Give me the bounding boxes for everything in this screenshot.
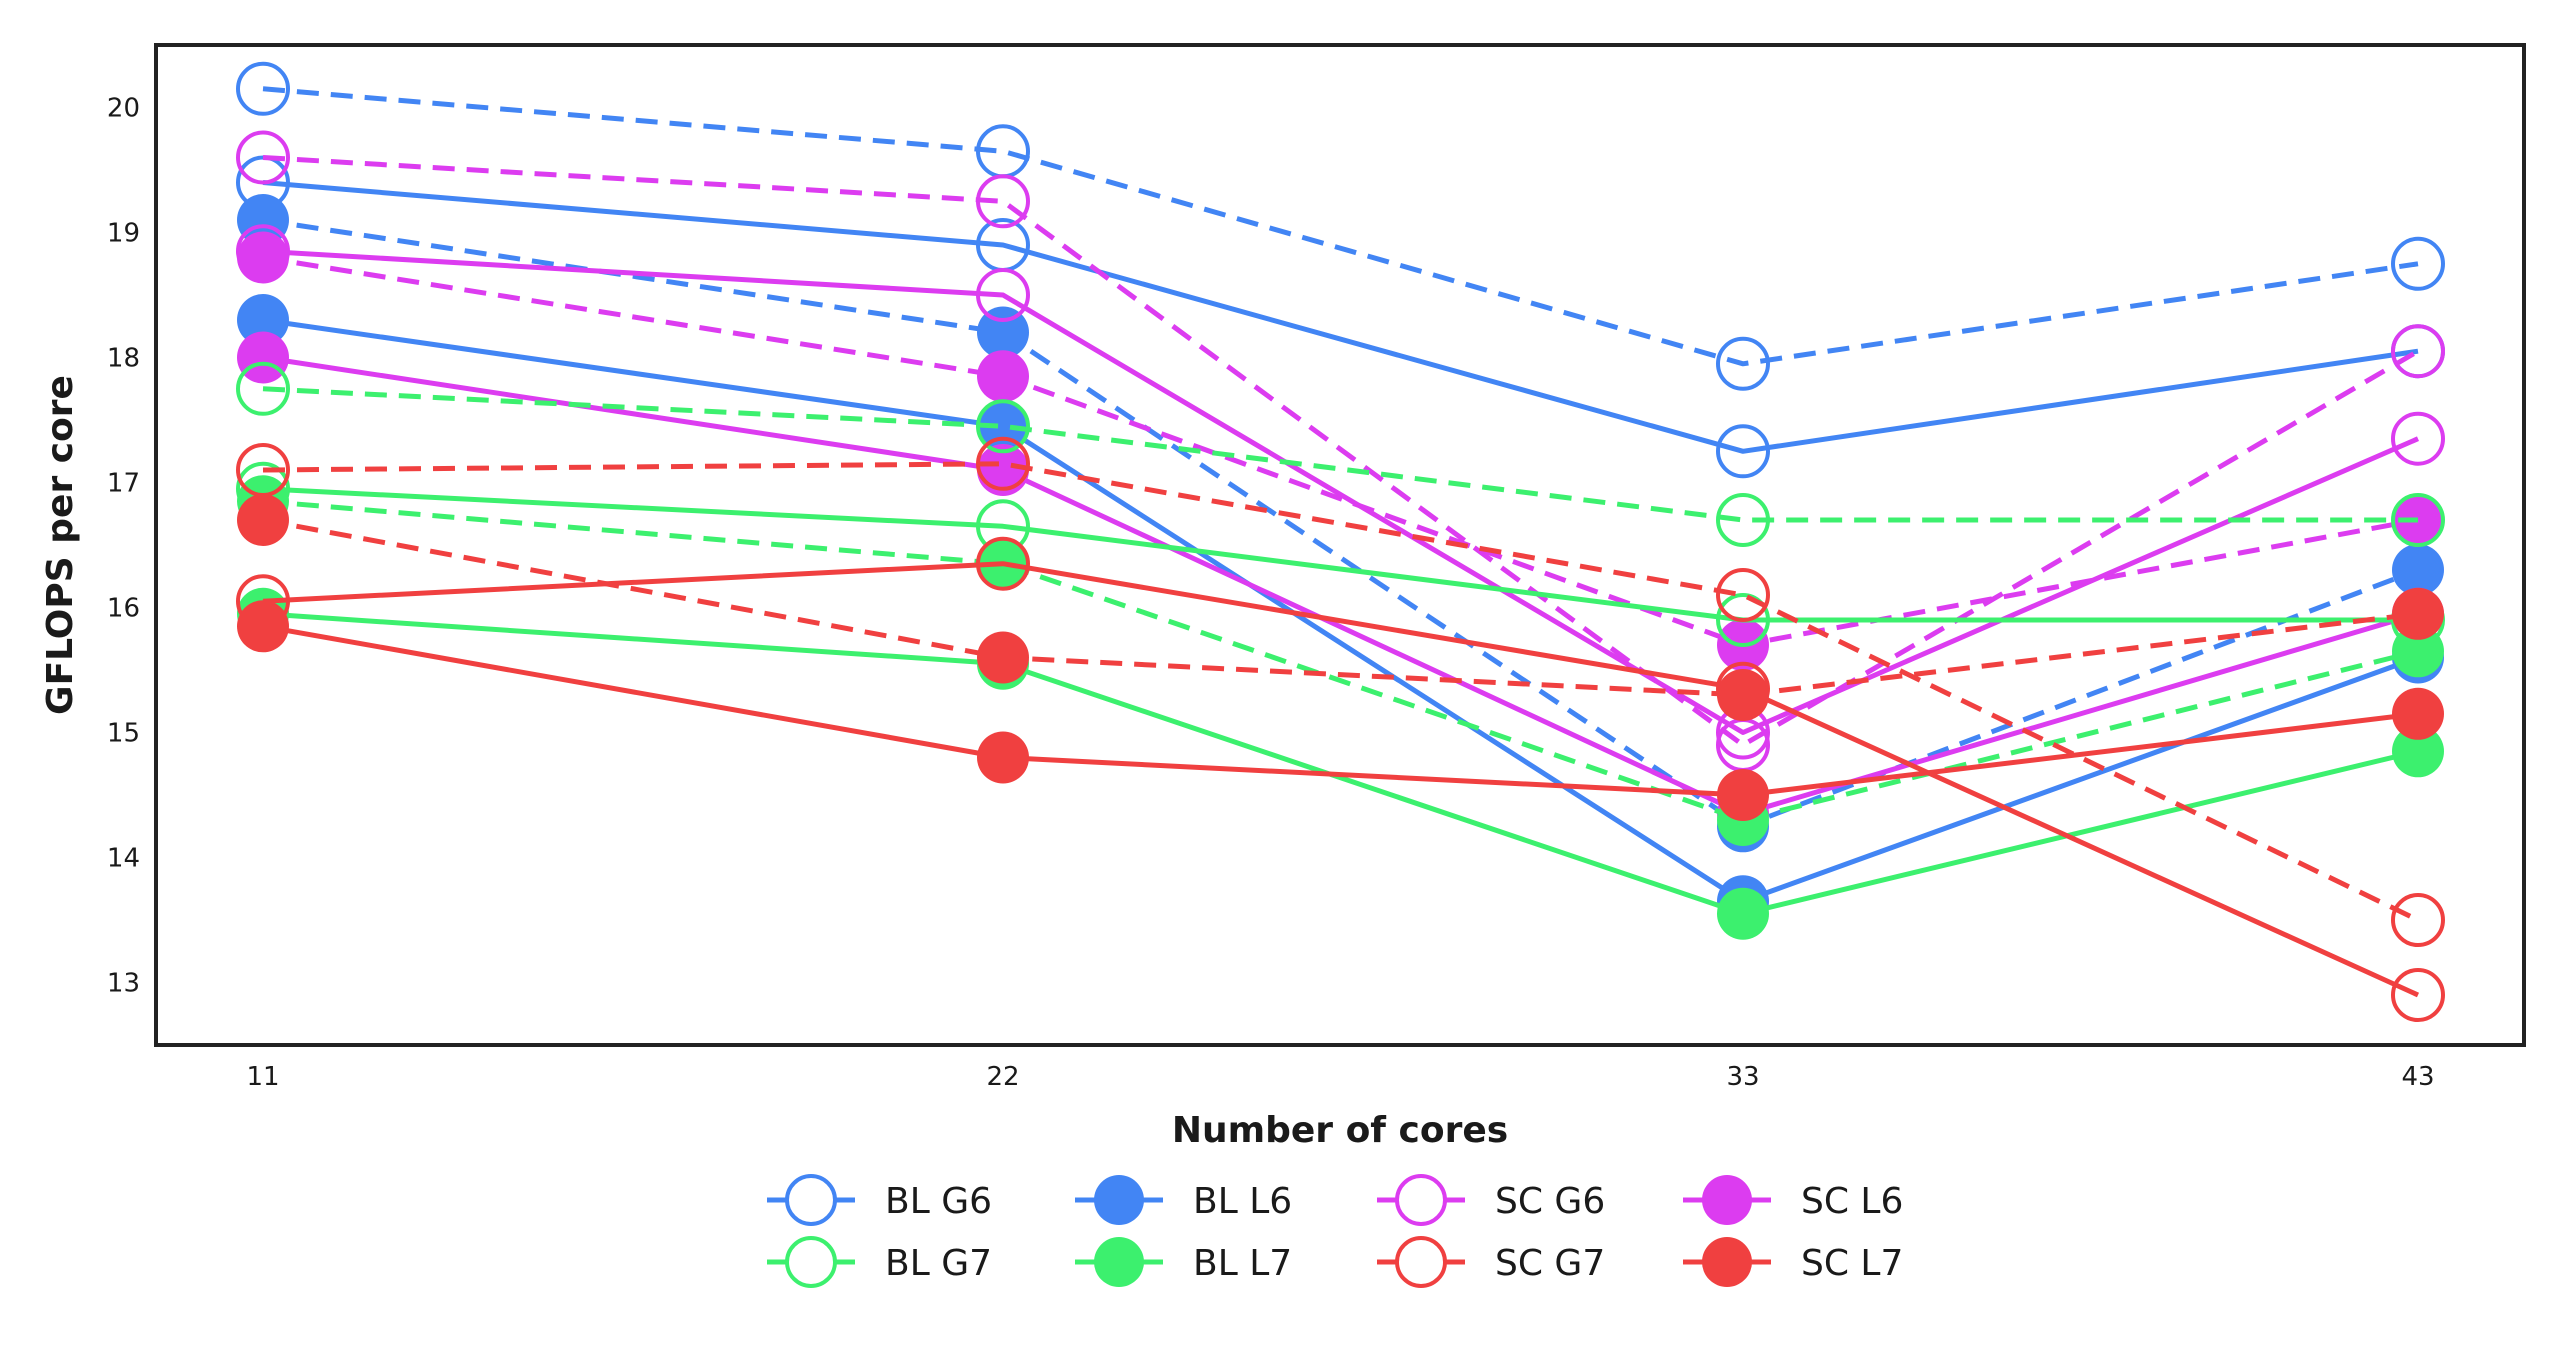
data-point	[237, 494, 289, 546]
x-axis-title: Number of cores	[1172, 1110, 1508, 1151]
y-tick-label: 13	[107, 969, 140, 999]
data-point	[237, 294, 289, 346]
x-tick-label: 11	[246, 1062, 279, 1092]
data-point	[977, 731, 1029, 784]
data-point	[1716, 424, 1770, 479]
data-point	[236, 61, 290, 116]
y-tick-label: 16	[107, 594, 140, 624]
legend-item: SC L6	[1683, 1175, 1903, 1225]
y-tick-label: 19	[107, 219, 140, 249]
y-tick-label: 17	[107, 469, 140, 499]
data-point	[976, 436, 1030, 491]
series-line-dashed	[262, 255, 2419, 648]
y-tick-label: 20	[107, 94, 140, 124]
legend-marker	[1395, 1174, 1447, 1226]
legend-marker	[785, 1236, 837, 1288]
legend-label: BL G6	[885, 1181, 992, 1222]
legend-item: SC L7	[1683, 1237, 1903, 1287]
data-point	[976, 536, 1030, 591]
plot-frame	[154, 43, 2526, 1047]
data-point	[237, 194, 289, 246]
series-line-solid	[262, 561, 2420, 998]
series-line-solid	[262, 317, 2419, 904]
data-point	[977, 631, 1029, 684]
x-tick-label: 43	[2401, 1062, 2434, 1092]
data-point	[977, 400, 1029, 453]
series-line-solid	[262, 180, 2419, 454]
data-point	[2392, 544, 2444, 596]
legend-label: SC G7	[1495, 1243, 1605, 1284]
data-point	[976, 268, 1030, 322]
data-point	[237, 231, 289, 284]
data-point	[1717, 769, 1769, 821]
series-layer	[236, 61, 2445, 1022]
legend-item: SC G6	[1377, 1174, 1605, 1226]
x-axis-ticks: 11 22 33 43	[246, 1062, 2434, 1092]
data-point	[2391, 324, 2445, 379]
data-point	[977, 350, 1029, 403]
series-line-solid	[262, 623, 2419, 798]
series-line-dashed	[262, 217, 2419, 829]
legend-item: BL L7	[1075, 1237, 1292, 1287]
y-tick-label: 14	[107, 844, 140, 874]
data-point	[1716, 493, 1770, 547]
data-point	[1717, 669, 1769, 721]
data-point	[1717, 887, 1769, 940]
legend-marker	[785, 1174, 837, 1226]
data-point	[976, 174, 1030, 229]
series-line-dashed	[262, 86, 2419, 367]
data-point	[236, 361, 290, 416]
data-point	[237, 331, 289, 384]
data-point	[236, 130, 290, 185]
legend-label: BL L6	[1193, 1181, 1292, 1222]
data-point	[2392, 587, 2444, 640]
legend-label: SC L7	[1801, 1243, 1903, 1284]
legend-item: BL G7	[767, 1236, 992, 1288]
legend-marker	[1702, 1237, 1752, 1287]
data-point	[2391, 968, 2445, 1022]
data-point	[1716, 593, 1770, 647]
series-line-solid	[262, 248, 2419, 735]
x-tick-label: 22	[986, 1062, 1019, 1092]
legend: BL G6 BL L6 SC G6 SC L6 BL G7 BL L7 SC G7 SC L7	[767, 1174, 1903, 1288]
legend-label: BL L7	[1193, 1243, 1292, 1284]
legend-label: BL G7	[885, 1243, 992, 1284]
data-point	[976, 399, 1030, 454]
legend-item: BL L6	[1075, 1175, 1292, 1225]
series-line-solid	[262, 355, 2419, 817]
series-sc-l7	[237, 494, 2444, 821]
series-line-dashed	[262, 517, 2419, 698]
legend-marker	[1094, 1237, 1144, 1287]
legend-item: SC G7	[1377, 1236, 1605, 1288]
series-line-solid	[262, 611, 2419, 917]
legend-item: BL G6	[767, 1174, 992, 1226]
data-point	[2392, 625, 2444, 678]
series-line-dashed	[262, 155, 2420, 748]
y-tick-label: 18	[107, 344, 140, 374]
legend-label: SC L6	[1801, 1181, 1903, 1222]
legend-marker	[1094, 1175, 1144, 1225]
x-tick-label: 33	[1726, 1062, 1759, 1092]
data-point	[2392, 725, 2444, 778]
series-line-dashed	[262, 498, 2419, 823]
y-tick-label: 15	[107, 719, 140, 749]
data-point	[2391, 411, 2445, 466]
data-point	[977, 306, 1029, 359]
data-point	[2391, 236, 2445, 291]
y-axis-ticks: 13 14 15 16 17 18 19 20	[107, 94, 140, 999]
data-point	[1716, 568, 1770, 622]
data-point	[2391, 493, 2445, 547]
data-point	[237, 600, 289, 653]
data-point	[1716, 336, 1770, 391]
legend-marker	[1702, 1175, 1752, 1225]
legend-label: SC G6	[1495, 1181, 1605, 1222]
legend-marker	[1395, 1236, 1447, 1288]
y-axis-title: GFLOPS per core	[40, 375, 81, 715]
data-point	[2391, 893, 2445, 947]
series-line-solid	[262, 486, 2418, 623]
data-point	[2392, 687, 2444, 740]
